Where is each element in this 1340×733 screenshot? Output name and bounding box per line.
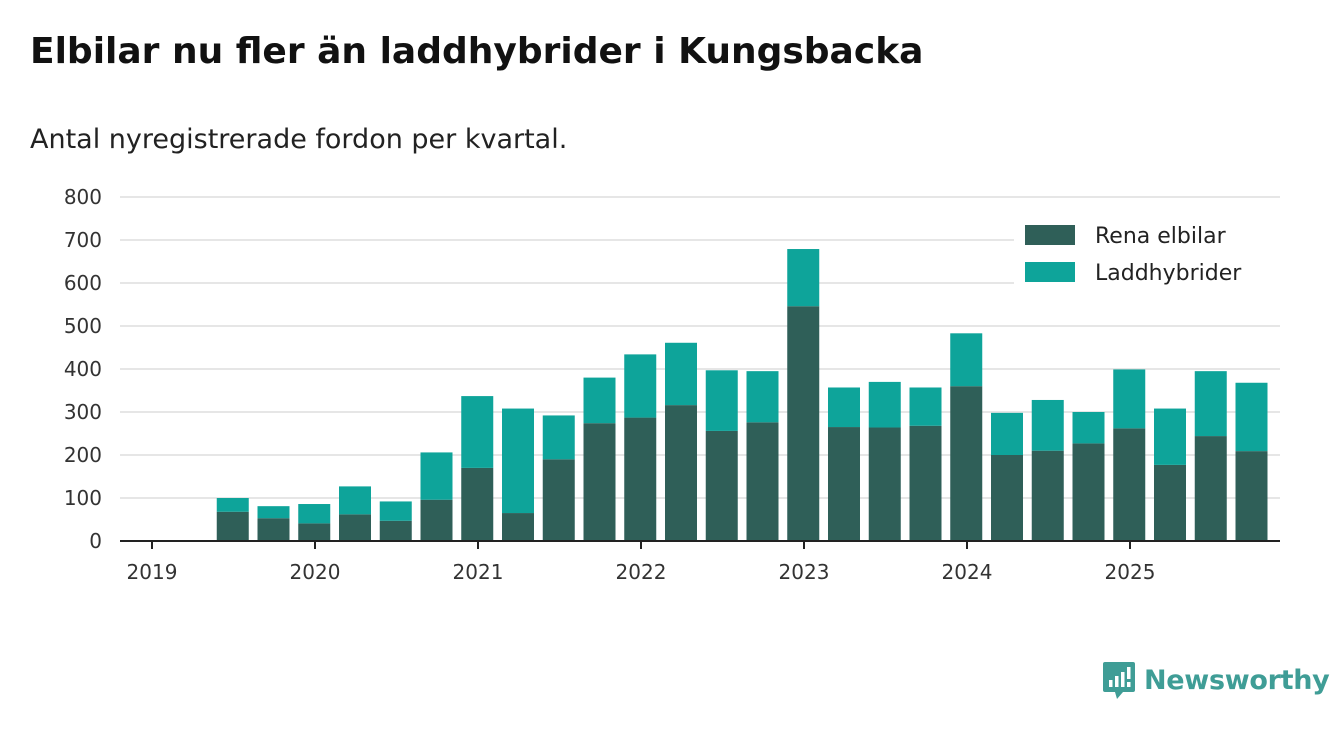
bar-rena-elbilar xyxy=(1154,464,1186,541)
bar-rena-elbilar xyxy=(909,425,942,541)
bar-rena-elbilar xyxy=(1235,451,1268,541)
bar-rena-elbilar xyxy=(787,306,820,541)
bar-laddhybrider xyxy=(583,377,616,424)
bar-rena-elbilar xyxy=(379,520,412,541)
y-tick-label: 0 xyxy=(89,529,102,553)
bar-laddhybrider xyxy=(542,415,575,460)
bar-rena-elbilar xyxy=(339,514,371,541)
x-tick-label: 2023 xyxy=(779,560,830,584)
bar-laddhybrider xyxy=(216,498,249,512)
bar-rena-elbilar xyxy=(502,513,534,541)
bar-rena-elbilar xyxy=(665,405,697,541)
y-tick-label: 500 xyxy=(64,314,102,338)
bar-rena-elbilar xyxy=(1031,450,1064,541)
bar-rena-elbilar xyxy=(705,430,738,541)
y-tick-label: 100 xyxy=(64,486,102,510)
bar-rena-elbilar xyxy=(991,455,1023,541)
bar-laddhybrider xyxy=(298,504,331,524)
legend-swatch-laddhybrider xyxy=(1025,262,1075,282)
newsworthy-brand: Newsworthy xyxy=(1102,660,1330,700)
y-tick-label: 600 xyxy=(64,271,102,295)
y-tick-label: 300 xyxy=(64,400,102,424)
legend-label-laddhybrider: Laddhybrider xyxy=(1095,261,1242,286)
bar-rena-elbilar xyxy=(257,518,290,541)
legend: Rena elbilar Laddhybrider xyxy=(1014,218,1282,286)
y-tick-label: 400 xyxy=(64,357,102,381)
x-tick-label: 2025 xyxy=(1105,560,1156,584)
bar-laddhybrider xyxy=(705,370,738,431)
bar-rena-elbilar xyxy=(298,523,331,541)
x-tick-label: 2022 xyxy=(616,560,667,584)
legend-label-rena-elbilar: Rena elbilar xyxy=(1095,224,1227,249)
bar-rena-elbilar xyxy=(950,386,983,541)
bar-rena-elbilar xyxy=(624,417,657,541)
bar-laddhybrider xyxy=(339,486,371,515)
x-axis: 2019 2020 2021 2022 2023 2024 2025 xyxy=(120,540,1280,584)
brand-name: Newsworthy xyxy=(1144,664,1330,696)
bar-rena-elbilar xyxy=(746,422,779,541)
bar-rena-elbilar xyxy=(868,427,901,541)
chart-title: Elbilar nu fler än laddhybrider i Kungsb… xyxy=(30,31,924,72)
bars xyxy=(216,249,1268,541)
bar-laddhybrider xyxy=(1031,399,1064,451)
y-axis-tick-labels: 0 100 200 300 400 500 600 700 800 xyxy=(64,185,102,553)
bar-laddhybrider xyxy=(461,396,494,468)
bar-laddhybrider xyxy=(379,501,412,521)
bar-rena-elbilar xyxy=(583,423,616,541)
bar-laddhybrider xyxy=(1072,412,1105,444)
bar-laddhybrider xyxy=(502,408,534,514)
bar-laddhybrider xyxy=(665,342,697,406)
y-tick-label: 800 xyxy=(64,185,102,209)
bar-laddhybrider xyxy=(257,506,290,519)
bar-laddhybrider xyxy=(909,387,942,426)
bar-laddhybrider xyxy=(787,249,820,307)
newsworthy-logo-icon xyxy=(1103,662,1135,699)
bar-rena-elbilar xyxy=(1072,443,1105,541)
bar-rena-elbilar xyxy=(216,511,249,541)
bar-laddhybrider xyxy=(1194,371,1227,437)
x-tick-label: 2021 xyxy=(453,560,504,584)
bar-rena-elbilar xyxy=(461,467,494,541)
bar-laddhybrider xyxy=(624,354,657,418)
bar-laddhybrider xyxy=(1154,408,1186,465)
bar-laddhybrider xyxy=(868,381,901,428)
legend-swatch-rena-elbilar xyxy=(1025,225,1075,245)
bar-laddhybrider xyxy=(746,371,779,423)
bar-rena-elbilar xyxy=(828,427,860,541)
bar-rena-elbilar xyxy=(1194,436,1227,541)
bar-rena-elbilar xyxy=(420,499,453,541)
bar-laddhybrider xyxy=(828,387,860,428)
bar-laddhybrider xyxy=(1113,369,1146,429)
bar-rena-elbilar xyxy=(542,459,575,541)
bar-rena-elbilar xyxy=(1113,428,1146,541)
y-tick-label: 700 xyxy=(64,228,102,252)
bar-laddhybrider xyxy=(1235,382,1268,452)
x-tick-label: 2019 xyxy=(127,560,178,584)
bar-laddhybrider xyxy=(420,452,453,500)
y-tick-label: 200 xyxy=(64,443,102,467)
x-tick-label: 2020 xyxy=(290,560,341,584)
chart-subtitle: Antal nyregistrerade fordon per kvartal. xyxy=(30,124,568,155)
bar-laddhybrider xyxy=(991,412,1023,455)
x-tick-label: 2024 xyxy=(942,560,993,584)
bar-laddhybrider xyxy=(950,333,983,387)
